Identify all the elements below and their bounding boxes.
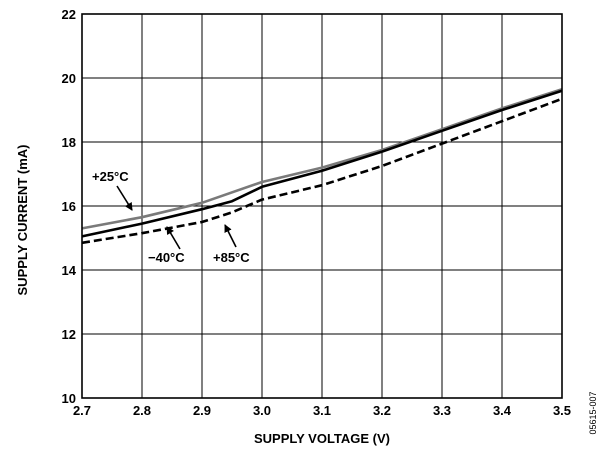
x-tick-label: 3.1 bbox=[313, 403, 331, 418]
x-axis-title: SUPPLY VOLTAGE (V) bbox=[254, 431, 390, 446]
y-tick-label: 10 bbox=[62, 391, 76, 406]
x-tick-label: 2.8 bbox=[133, 403, 151, 418]
y-tick-label: 22 bbox=[62, 7, 76, 22]
annotation-arrow bbox=[116, 185, 133, 211]
tick-label-layer: 2.7 2.8 2.9 3.0 3.1 3.2 3.3 3.4 3.5 10 12 14 16 18 20 2… bbox=[62, 7, 572, 418]
y-tick-label: 14 bbox=[62, 263, 77, 278]
x-tick-label: 2.7 bbox=[73, 403, 91, 418]
annotation-label: −40°C bbox=[148, 250, 185, 265]
annotation-label: +85°C bbox=[213, 250, 250, 265]
annotation-label: +25°C bbox=[92, 169, 129, 184]
y-tick-label: 12 bbox=[62, 327, 76, 342]
y-axis-title: SUPPLY CURRENT (mA) bbox=[15, 145, 30, 296]
annotation-layer: +25°C −40°C +85°C bbox=[92, 169, 250, 265]
figure-id: 05615-007 bbox=[588, 391, 598, 434]
x-tick-label: 3.3 bbox=[433, 403, 451, 418]
x-tick-label: 3.5 bbox=[553, 403, 571, 418]
y-tick-label: 16 bbox=[62, 199, 76, 214]
series-line bbox=[81, 87, 563, 230]
x-tick-label: 3.4 bbox=[493, 403, 512, 418]
y-tick-label: 20 bbox=[62, 71, 76, 86]
grid bbox=[82, 14, 562, 398]
x-tick-label: 3.0 bbox=[253, 403, 271, 418]
x-tick-label: 2.9 bbox=[193, 403, 211, 418]
annotation-arrow bbox=[166, 226, 181, 250]
plot-frame bbox=[81, 13, 563, 399]
series-line bbox=[81, 89, 563, 238]
x-tick-label: 3.2 bbox=[373, 403, 391, 418]
annotation-arrow bbox=[224, 224, 237, 248]
y-tick-label: 18 bbox=[62, 135, 76, 150]
